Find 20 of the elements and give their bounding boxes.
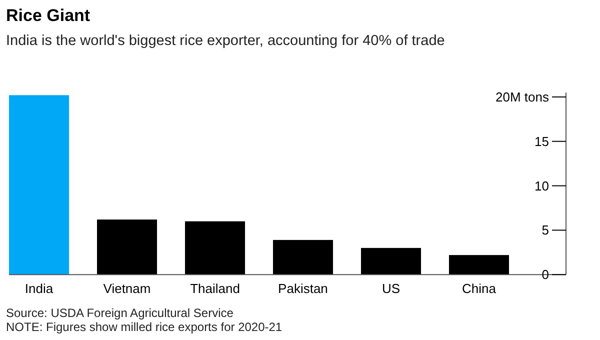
bar — [96, 220, 158, 275]
x-tick-label: Pakistan — [278, 281, 328, 296]
bar — [272, 240, 334, 275]
bar — [448, 255, 509, 275]
text: NOTE: Figures show milled rice exports for 2020-21 — [6, 320, 282, 334]
bar — [184, 221, 246, 275]
bar — [360, 248, 422, 275]
x-tick-label: China — [462, 281, 497, 296]
x-tick-label: India — [24, 281, 54, 296]
chart-subtitle: India is the world's biggest rice exporter, accounting for 40% of trade — [6, 33, 445, 49]
source-note: Source: USDA Foreign Agricultural Service — [6, 306, 234, 320]
bar — [9, 95, 70, 275]
y-tick-label: 5 — [542, 222, 549, 238]
x-tick-label: Vietnam — [103, 281, 151, 296]
y-tick-label: 15 — [534, 134, 549, 149]
x-tick-label: US — [382, 281, 400, 296]
y-tick-label: 20M tons — [496, 89, 550, 104]
x-tick-label: Thailand — [190, 281, 240, 296]
y-tick-label: 10 — [534, 178, 549, 194]
chart-title: Rice Giant — [6, 6, 90, 25]
